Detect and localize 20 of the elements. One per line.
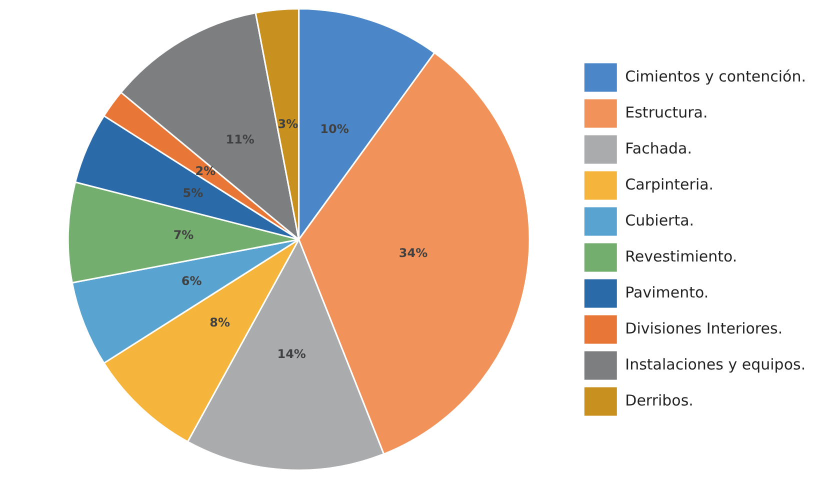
legend-label: Instalaciones y equipos.: [625, 355, 806, 374]
data-label: 7%: [173, 228, 194, 242]
legend-label: Derribos.: [625, 391, 694, 410]
legend-label: Cubierta.: [625, 211, 694, 230]
data-label: 6%: [181, 274, 202, 288]
data-label: 5%: [182, 186, 204, 200]
data-label: 3%: [278, 116, 298, 131]
data-label: 34%: [398, 246, 428, 260]
data-label: 2%: [195, 164, 216, 178]
data-label: 11%: [226, 132, 254, 146]
legend-label: Revestimiento.: [625, 247, 738, 266]
data-label: 10%: [320, 122, 349, 136]
data-label: 8%: [210, 316, 230, 330]
legend-label: Carpinteria.: [625, 175, 714, 194]
legend-label: Fachada.: [625, 139, 692, 158]
legend-label: Estructura.: [625, 103, 708, 122]
legend-label: Pavimento.: [625, 283, 709, 302]
legend-label: Cimientos y contención.: [625, 67, 806, 86]
data-label: 14%: [277, 346, 306, 361]
legend-label: Divisiones Interiores.: [625, 319, 783, 338]
